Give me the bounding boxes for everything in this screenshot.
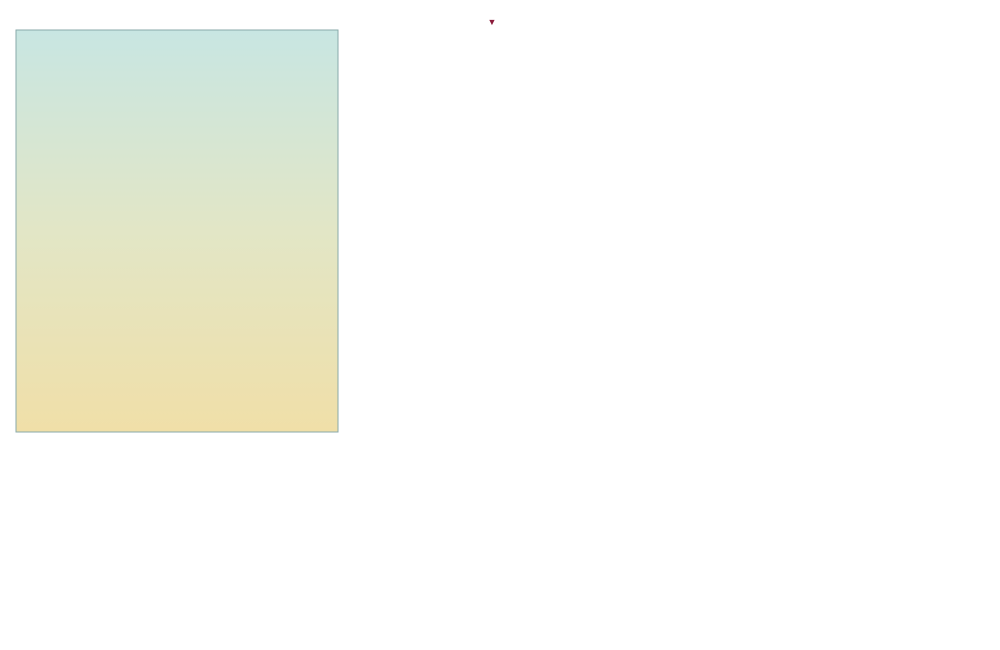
- ohlc-summary: ▼: [463, 16, 497, 28]
- main-price-panel: [15, 29, 339, 433]
- down-arrow-icon: ▼: [487, 17, 497, 27]
